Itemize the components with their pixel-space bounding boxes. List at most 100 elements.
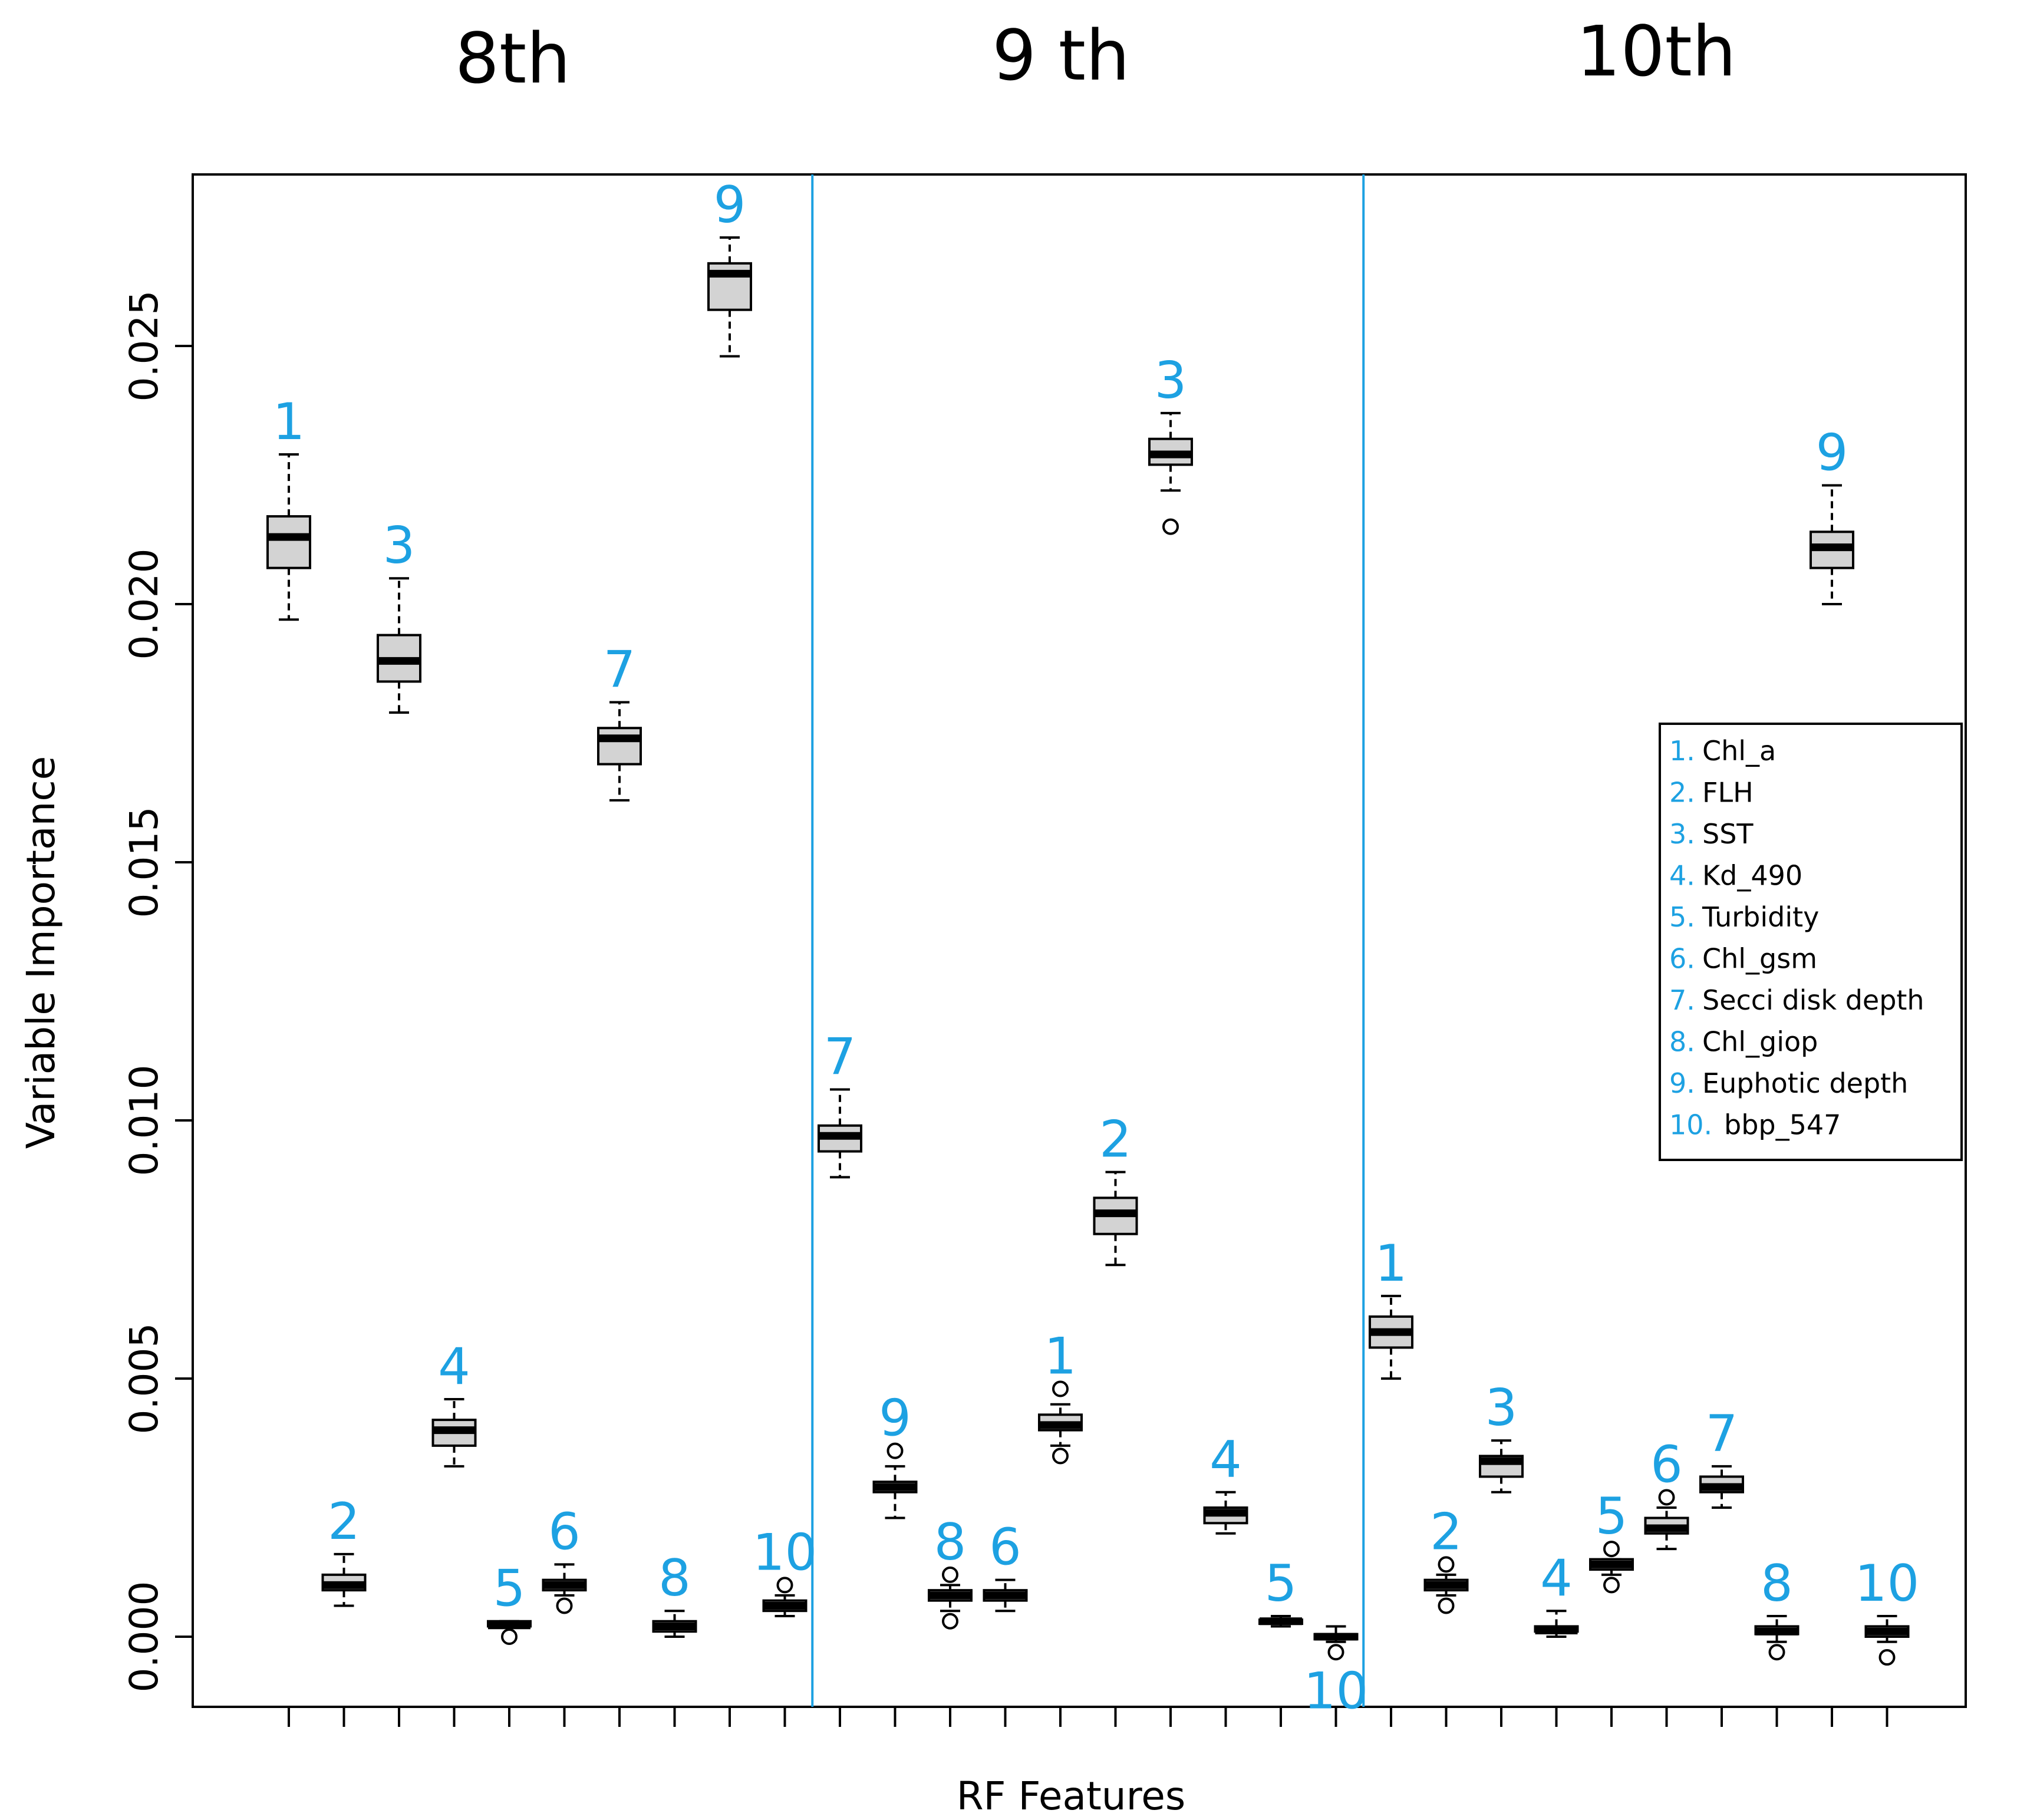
- box-12: 9: [872, 1389, 918, 1519]
- outlier-10-1: [776, 1577, 793, 1594]
- outlier-6-1: [556, 1597, 573, 1614]
- legend-num-1: 1.: [1669, 735, 1695, 767]
- box-7: 7: [597, 640, 642, 802]
- box-label-19: 5: [1265, 1554, 1297, 1613]
- box-label-17: 3: [1155, 351, 1187, 410]
- legend-text-5: Turbidity: [1702, 901, 1819, 933]
- box-9: 9: [707, 176, 752, 358]
- box-label-8: 8: [658, 1549, 691, 1608]
- box-30: 10: [1855, 1554, 1919, 1666]
- legend-text-10: bbp_547: [1724, 1109, 1841, 1141]
- box-label-6: 6: [548, 1502, 581, 1561]
- box-4: 4: [431, 1337, 477, 1468]
- box-15: 1: [1038, 1327, 1083, 1465]
- box-13: 8: [928, 1513, 973, 1630]
- group-title-9th: 9 th: [992, 15, 1130, 96]
- box-label-5: 5: [493, 1559, 526, 1618]
- legend-box: [1659, 723, 1963, 1161]
- box-28: 8: [1754, 1554, 1800, 1661]
- box-25: 5: [1589, 1487, 1634, 1594]
- box-label-29: 9: [1816, 424, 1848, 483]
- legend-num-10: 10.: [1669, 1109, 1712, 1141]
- box-21: 1: [1369, 1234, 1413, 1380]
- y-axis-title: Variable Importance: [18, 756, 64, 1149]
- box-17: 3: [1148, 351, 1193, 535]
- box-label-22: 2: [1430, 1502, 1462, 1561]
- box-29: 9: [1810, 424, 1854, 605]
- legend-text-1: Chl_a: [1702, 735, 1776, 767]
- y-tick-label-2: 0.010: [121, 1065, 167, 1176]
- box-23: 3: [1479, 1379, 1524, 1493]
- box-label-21: 1: [1375, 1234, 1408, 1293]
- box-22: 2: [1423, 1502, 1469, 1614]
- group-title-10th: 10th: [1576, 11, 1736, 92]
- box-label-10: 10: [753, 1523, 817, 1582]
- group-separators: [811, 174, 1365, 1707]
- box-label-30: 10: [1855, 1554, 1919, 1613]
- outlier-25-1: [1603, 1541, 1620, 1558]
- box-label-15: 1: [1044, 1327, 1077, 1386]
- box-6: 6: [542, 1502, 587, 1614]
- box-label-2: 2: [328, 1492, 360, 1551]
- outlier-22-2: [1438, 1597, 1455, 1614]
- box-label-16: 2: [1099, 1110, 1132, 1169]
- box-label-7: 7: [604, 640, 636, 699]
- outlier-15-1: [1052, 1380, 1069, 1397]
- box-18: 4: [1203, 1430, 1248, 1535]
- box-3: 3: [377, 516, 421, 714]
- box-label-26: 6: [1650, 1435, 1683, 1494]
- legend-num-7: 7.: [1669, 984, 1695, 1016]
- box-label-23: 3: [1485, 1379, 1518, 1437]
- box-11: 7: [818, 1027, 862, 1179]
- legend-text-7: Secci disk depth: [1702, 984, 1924, 1016]
- legend-num-4: 4.: [1669, 860, 1695, 892]
- group-title-8th: 8th: [455, 18, 571, 99]
- legend-num-5: 5.: [1669, 901, 1695, 933]
- outlier-26-1: [1658, 1489, 1675, 1506]
- outlier-17-1: [1162, 518, 1179, 535]
- box-label-11: 7: [824, 1027, 856, 1086]
- box-24: 4: [1534, 1549, 1579, 1638]
- box-2: 2: [321, 1492, 367, 1607]
- x-axis: [288, 1707, 1889, 1727]
- legend-text-8: Chl_giop: [1702, 1026, 1818, 1058]
- legend-num-8: 8.: [1669, 1026, 1695, 1058]
- legend-text-6: Chl_gsm: [1702, 943, 1817, 975]
- outlier-15-2: [1052, 1448, 1069, 1465]
- y-tick-label-3: 0.015: [121, 807, 167, 918]
- legend-num-6: 6.: [1669, 943, 1695, 975]
- outlier-13-1: [942, 1566, 958, 1583]
- y-tick-label-0: 0.000: [121, 1581, 167, 1693]
- box-label-28: 8: [1761, 1554, 1793, 1613]
- legend-text-3: SST: [1702, 818, 1754, 850]
- box-label-18: 4: [1209, 1430, 1242, 1489]
- legend-num-2: 2.: [1669, 777, 1695, 809]
- box-1: 1: [266, 393, 311, 621]
- box-label-1: 1: [273, 393, 305, 451]
- box-26: 6: [1644, 1435, 1689, 1551]
- box-20: 10: [1304, 1625, 1368, 1720]
- legend-text-2: FLH: [1702, 777, 1754, 809]
- legend-num-9: 9.: [1669, 1067, 1695, 1099]
- outlier-25-2: [1603, 1577, 1620, 1594]
- legend-text-9: Euphotic depth: [1702, 1067, 1908, 1099]
- box-label-3: 3: [383, 516, 416, 575]
- y-axis: 0.000 0.005 0.010 0.015 0.020 0.025: [121, 291, 193, 1693]
- outlier-28-1: [1768, 1644, 1785, 1661]
- box-label-27: 7: [1706, 1404, 1738, 1463]
- box-14: 6: [983, 1518, 1028, 1613]
- box-5: 5: [487, 1559, 532, 1645]
- box-27: 7: [1699, 1404, 1744, 1509]
- y-tick-label-5: 0.025: [121, 291, 167, 402]
- box-rect-7: [597, 727, 642, 766]
- box-label-14: 6: [989, 1518, 1021, 1577]
- box-8: 8: [652, 1549, 697, 1638]
- y-tick-label-1: 0.005: [121, 1323, 167, 1435]
- plot-frame: [192, 173, 1967, 1708]
- outlier-22-1: [1438, 1556, 1455, 1573]
- outlier-30-1: [1878, 1649, 1896, 1666]
- box-label-9: 9: [714, 176, 746, 235]
- outlier-13-2: [942, 1613, 958, 1630]
